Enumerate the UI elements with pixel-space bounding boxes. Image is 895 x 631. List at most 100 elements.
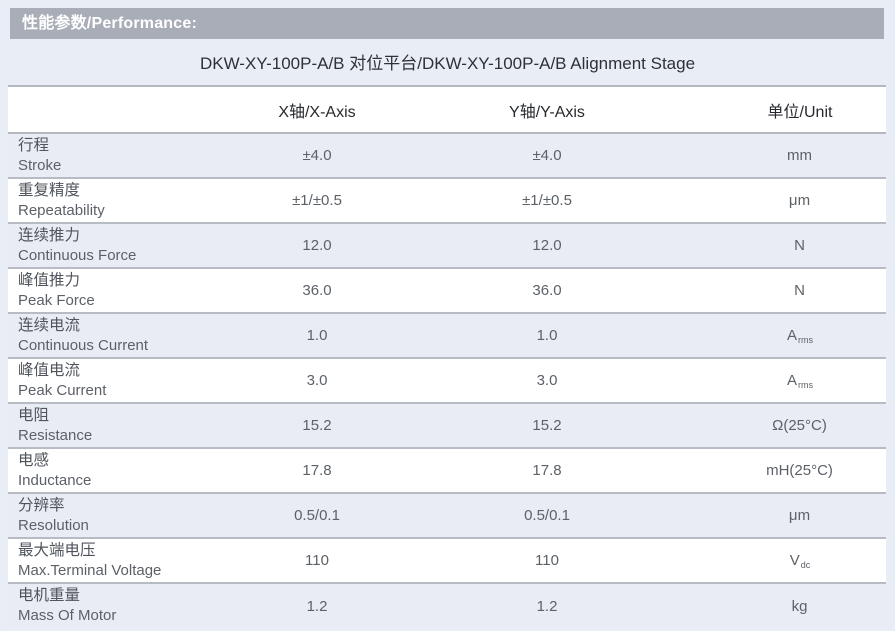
y-axis-value: 17.8 [428,448,666,494]
parameter-name-cn: 电阻 [18,406,50,424]
x-axis-value: 3.0 [206,358,428,404]
parameter-name-cn: 连续推力 [18,226,81,244]
parameter-name-en: Max.Terminal Voltage [18,561,162,579]
parameter-name-cn: 电机重量 [18,587,81,604]
parameter-name-cn: 最大端电压 [18,541,96,559]
parameter-name-en: Repeatability [18,201,105,219]
parameter-name-en: Resistance [18,426,93,444]
x-axis-value: 1.2 [306,597,328,615]
y-axis-value: 1.0 [428,313,666,359]
unit-cell: Ω(25°C) [666,403,886,449]
parameter-name-en: Resolution [18,516,89,534]
spec-table-header-row: X轴/X-Axis Y轴/Y-Axis 单位/Unit [8,85,886,134]
spec-table-row: 最大端电压 Max.Terminal Voltage 110 110 Vdc [8,538,886,584]
parameter-name-en: Mass Of Motor [18,607,117,624]
spec-table-body: 行程 Stroke ±4.0 ±4.0 mm 重复精度 Repeatabilit… [8,133,886,628]
unit-cell: Arms [666,358,886,404]
parameter-name-cn: 行程 [18,136,50,154]
section-title: 性能参数/Performance: [22,15,197,32]
parameter-name-cell: 峰值推力 Peak Force [8,268,206,314]
y-axis-value: 12.0 [428,223,666,269]
y-axis-value: 36.0 [428,268,666,314]
parameter-name-en: Peak Current [18,381,107,399]
parameter-name-en: Peak Force [18,291,95,309]
parameter-name-en: Continuous Force [18,246,137,264]
parameter-name-cn: 峰值电流 [18,361,81,379]
x-axis-value: 17.8 [206,448,428,494]
parameter-name-cn: 分辨率 [18,496,65,514]
parameter-name-cell: 重复精度 Repeatability [8,178,206,224]
spec-table-row: 连续推力 Continuous Force 12.0 12.0 N [8,223,886,269]
column-header-x-axis: X轴/X-Axis [206,85,428,134]
unit-cell: N [666,268,886,314]
y-axis-value: ±1/±0.5 [428,178,666,224]
spec-table-row: 分辨率 Resolution 0.5/0.1 0.5/0.1 μm [8,493,886,539]
parameter-name-cn: 峰值推力 [18,271,81,289]
unit-subscript: dc [800,560,811,570]
parameter-name-cell: 峰值电流 Peak Current [8,358,206,404]
y-axis-value: 3.0 [428,358,666,404]
unit-text: μm [788,192,811,209]
parameter-name-cell: 行程 Stroke [8,133,206,179]
x-axis-value: 1.0 [206,313,428,359]
performance-spec-table: X轴/X-Axis Y轴/Y-Axis 单位/Unit 行程 Stroke ±4… [8,85,886,628]
unit-cell: Vdc [666,538,886,584]
spec-table-row: 电阻 Resistance 15.2 15.2 Ω(25°C) [8,403,886,449]
y-axis-value: 15.2 [428,403,666,449]
parameter-name-cell: 电感 Inductance [8,448,206,494]
parameter-name-en: Inductance [18,471,92,489]
spec-table-row: 电感 Inductance 17.8 17.8 mH(25°C) [8,448,886,494]
x-axis-value: ±4.0 [206,133,428,179]
x-axis-value: 12.0 [206,223,428,269]
y-axis-value: ±4.0 [428,133,666,179]
parameter-name-cell: 连续电流 Continuous Current [8,313,206,359]
unit-text: N [794,282,805,299]
section-header-bar: 性能参数/Performance: [10,8,884,39]
unit-cell: kg [666,583,886,628]
unit-text: mH(25°C) [766,462,833,479]
parameter-name-cell: 电阻 Resistance [8,403,206,449]
x-axis-value: 0.5/0.1 [206,493,428,539]
unit-text: N [794,237,805,254]
spec-table-row: 峰值推力 Peak Force 36.0 36.0 N [8,268,886,314]
unit-cell: Arms [666,313,886,359]
parameter-name-cell: 分辨率 Resolution [8,493,206,539]
unit-text: kg [791,597,808,615]
unit-text: A [786,372,797,389]
x-axis-value: ±1/±0.5 [206,178,428,224]
parameter-name-cn: 电感 [18,451,50,469]
column-header-unit: 单位/Unit [666,85,886,134]
product-table-title: DKW-XY-100P-A/B 对位平台/DKW-XY-100P-A/B Ali… [199,54,696,73]
unit-text: V [789,552,800,569]
y-axis-value: 110 [428,538,666,584]
parameter-name-en: Continuous Current [18,336,149,354]
column-header-parameter [8,85,206,134]
y-axis-value: 0.5/0.1 [428,493,666,539]
parameter-name-cn: 重复精度 [18,181,81,199]
y-axis-value: 1.2 [536,597,558,615]
unit-subscript: rms [798,335,813,345]
unit-text: A [786,327,797,344]
unit-cell: μm [666,493,886,539]
spec-table-row: 电机重量 Mass Of Motor 1.2 1.2 kg [8,583,886,628]
unit-cell: mH(25°C) [666,448,886,494]
unit-cell: N [666,223,886,269]
unit-text: mm [787,147,812,164]
x-axis-value: 110 [206,538,428,584]
spec-table-row: 峰值电流 Peak Current 3.0 3.0 Arms [8,358,886,404]
unit-text: Ω(25°C) [772,417,827,434]
parameter-name-cell: 最大端电压 Max.Terminal Voltage [8,538,206,584]
x-axis-value: 15.2 [206,403,428,449]
spec-table-row: 重复精度 Repeatability ±1/±0.5 ±1/±0.5 μm [8,178,886,224]
unit-text: μm [788,507,811,524]
spec-table-row: 行程 Stroke ±4.0 ±4.0 mm [8,133,886,179]
parameter-name-cell: 连续推力 Continuous Force [8,223,206,269]
column-header-y-axis: Y轴/Y-Axis [428,85,666,134]
unit-cell: mm [666,133,886,179]
spec-table-row: 连续电流 Continuous Current 1.0 1.0 Arms [8,313,886,359]
parameter-name-cn: 连续电流 [18,316,81,334]
unit-cell: μm [666,178,886,224]
parameter-name-en: Stroke [18,156,62,174]
unit-subscript: rms [798,380,813,390]
